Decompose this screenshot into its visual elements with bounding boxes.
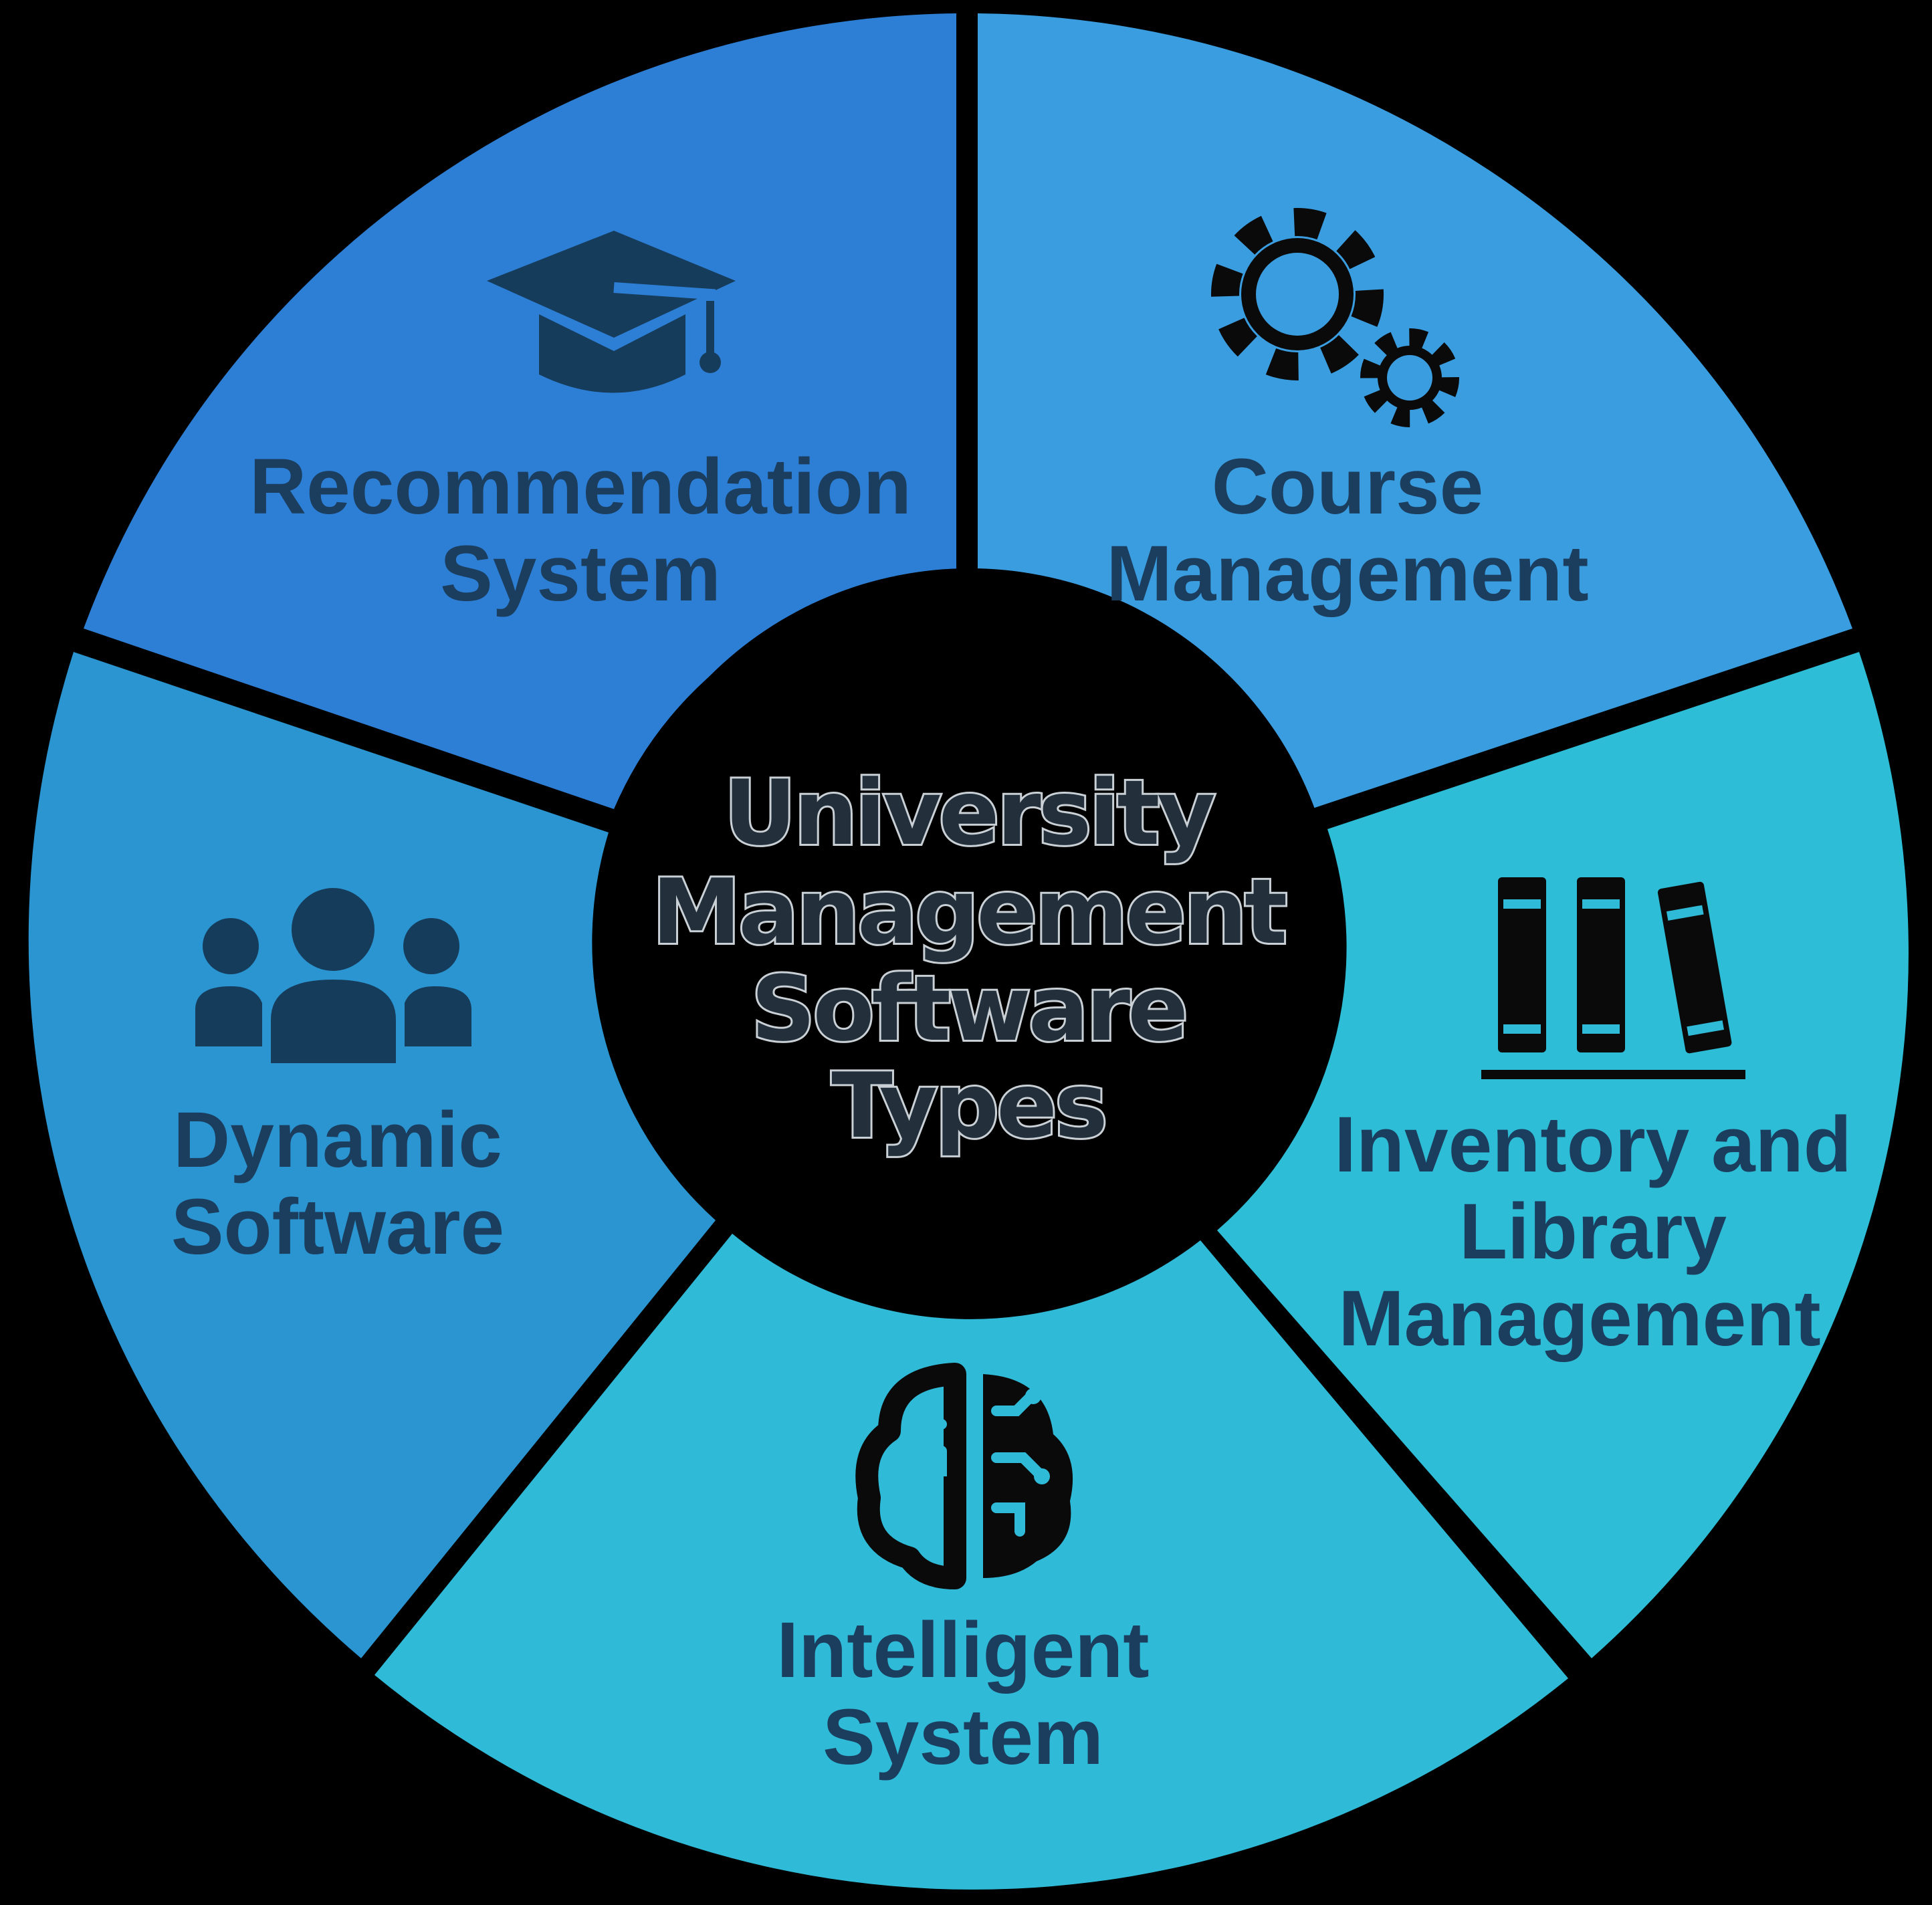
inventory-label-line-2: Library (1459, 1188, 1727, 1276)
course-management-label-line-1: Course (1212, 443, 1484, 531)
intelligent-system-label-line-1: Intelligent (776, 1606, 1149, 1694)
segment-dynamic-software (28, 652, 716, 1658)
course-management-label-line-2: Management (1106, 530, 1588, 618)
center-title-line-4: Types (831, 1054, 1105, 1158)
segment-inventory-and-library-management (1217, 652, 1909, 1658)
recommendation-system-label-line-1: Recommendation (249, 443, 911, 531)
center-hole (602, 568, 1337, 1304)
graduation-cap-icon (487, 231, 736, 393)
segment-course-management (978, 13, 1852, 809)
segment-intelligent-system (374, 1234, 1568, 1890)
gears-icon (1211, 208, 1459, 427)
inventory-label-line-3: Management (1338, 1274, 1820, 1363)
dynamic-software-label-line-2: Software (171, 1183, 504, 1271)
center-title-line-1: University (724, 761, 1214, 865)
intelligent-system-label-line-2: System (823, 1693, 1103, 1781)
segment-recommendation-system (84, 13, 956, 809)
inventory-label-line-1: Inventory and (1334, 1101, 1852, 1189)
brain-circuit-icon (855, 1363, 1073, 1589)
books-icon (1481, 877, 1745, 1079)
people-group-icon (195, 888, 471, 1063)
dynamic-software-label-line-1: Dynamic (173, 1096, 502, 1184)
recommendation-system-label-line-2: System (440, 530, 721, 618)
center-title-line-3: Software (751, 957, 1186, 1061)
center-title-line-2: Management (652, 860, 1285, 964)
center-title: University Management Software Types (650, 759, 1290, 1160)
